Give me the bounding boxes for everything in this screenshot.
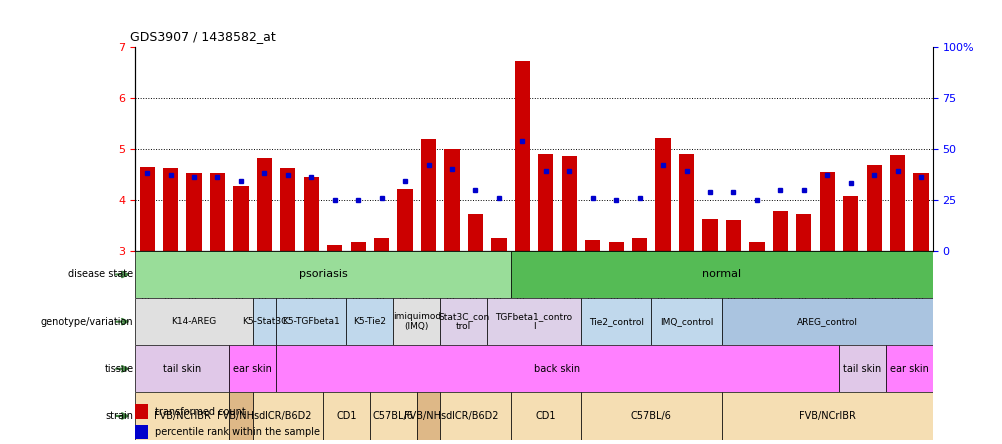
Bar bbox=[229, 345, 276, 392]
Bar bbox=[510, 251, 932, 298]
Text: psoriasis: psoriasis bbox=[299, 270, 347, 279]
Text: tissue: tissue bbox=[104, 364, 133, 374]
Bar bbox=[608, 242, 623, 251]
Bar bbox=[561, 156, 576, 251]
Bar bbox=[135, 251, 510, 298]
Text: K14-AREG: K14-AREG bbox=[171, 317, 216, 326]
Text: back skin: back skin bbox=[534, 364, 580, 374]
Text: FVB/NHsd: FVB/NHsd bbox=[216, 411, 265, 421]
Text: Tie2_control: Tie2_control bbox=[588, 317, 643, 326]
Text: K5-Tie2: K5-Tie2 bbox=[353, 317, 386, 326]
Bar bbox=[580, 392, 721, 440]
Text: ICR/B6D2: ICR/B6D2 bbox=[452, 411, 498, 421]
Bar bbox=[838, 345, 885, 392]
Bar bbox=[772, 211, 788, 251]
Text: IMQ_control: IMQ_control bbox=[659, 317, 712, 326]
Bar bbox=[514, 61, 529, 251]
Text: imiquimod
(IMQ): imiquimod (IMQ) bbox=[393, 312, 441, 331]
Text: FVB/NCrIBR: FVB/NCrIBR bbox=[798, 411, 855, 421]
Bar bbox=[209, 173, 224, 251]
Bar bbox=[440, 298, 487, 345]
Bar bbox=[631, 238, 646, 251]
Bar bbox=[135, 425, 147, 439]
Bar bbox=[304, 177, 319, 251]
Bar bbox=[885, 345, 932, 392]
Text: tail skin: tail skin bbox=[843, 364, 881, 374]
Bar bbox=[162, 168, 178, 251]
Bar bbox=[186, 173, 201, 251]
Bar bbox=[135, 298, 253, 345]
Text: genotype/variation: genotype/variation bbox=[41, 317, 133, 327]
Text: strain: strain bbox=[105, 411, 133, 421]
Text: C57BL/6: C57BL/6 bbox=[630, 411, 671, 421]
Text: ICR/B6D2: ICR/B6D2 bbox=[265, 411, 311, 421]
Bar bbox=[701, 219, 716, 251]
Bar bbox=[323, 392, 370, 440]
Bar bbox=[257, 158, 272, 251]
Bar bbox=[374, 238, 389, 251]
Bar bbox=[796, 214, 811, 251]
Bar bbox=[393, 298, 440, 345]
Bar bbox=[866, 165, 881, 251]
Bar bbox=[139, 166, 154, 251]
Bar bbox=[346, 298, 393, 345]
Bar bbox=[491, 238, 506, 251]
Bar bbox=[276, 345, 838, 392]
Text: GDS3907 / 1438582_at: GDS3907 / 1438582_at bbox=[130, 30, 276, 43]
Text: CD1: CD1 bbox=[535, 411, 555, 421]
Bar bbox=[440, 392, 510, 440]
Text: transformed count: transformed count bbox=[154, 407, 245, 417]
Bar bbox=[678, 154, 693, 251]
Text: tail skin: tail skin bbox=[163, 364, 201, 374]
Bar bbox=[721, 392, 932, 440]
Bar bbox=[580, 298, 650, 345]
Text: ear skin: ear skin bbox=[233, 364, 272, 374]
Bar bbox=[889, 155, 905, 251]
Bar bbox=[135, 345, 229, 392]
Bar bbox=[487, 298, 580, 345]
Bar bbox=[913, 173, 928, 251]
Bar bbox=[397, 189, 412, 251]
Bar bbox=[721, 298, 932, 345]
Bar bbox=[444, 149, 459, 251]
Bar bbox=[748, 242, 764, 251]
Bar bbox=[370, 392, 417, 440]
Bar bbox=[510, 392, 580, 440]
Text: disease state: disease state bbox=[68, 270, 133, 279]
Bar bbox=[655, 138, 670, 251]
Bar bbox=[233, 186, 248, 251]
Text: K5-Stat3C: K5-Stat3C bbox=[241, 317, 287, 326]
Bar bbox=[650, 298, 721, 345]
Text: normal: normal bbox=[701, 270, 740, 279]
Bar bbox=[280, 168, 296, 251]
Text: percentile rank within the sample: percentile rank within the sample bbox=[154, 427, 320, 437]
Text: C57BL/6: C57BL/6 bbox=[373, 411, 414, 421]
Bar bbox=[725, 220, 740, 251]
Text: ear skin: ear skin bbox=[889, 364, 928, 374]
Bar bbox=[538, 154, 553, 251]
Text: FVB/NCrIBR: FVB/NCrIBR bbox=[153, 411, 210, 421]
Text: Stat3C_con
trol: Stat3C_con trol bbox=[438, 312, 489, 331]
Bar bbox=[253, 298, 276, 345]
Bar bbox=[417, 392, 440, 440]
Bar bbox=[253, 392, 323, 440]
Bar bbox=[467, 214, 483, 251]
Bar bbox=[421, 139, 436, 251]
Bar bbox=[843, 196, 858, 251]
Bar bbox=[276, 298, 346, 345]
Text: K5-TGFbeta1: K5-TGFbeta1 bbox=[283, 317, 340, 326]
Text: TGFbeta1_contro
l: TGFbeta1_contro l bbox=[495, 312, 572, 331]
Text: FVB/NHsd: FVB/NHsd bbox=[404, 411, 452, 421]
Bar bbox=[351, 242, 366, 251]
Bar bbox=[135, 392, 229, 440]
Bar bbox=[135, 404, 147, 419]
Bar bbox=[327, 245, 342, 251]
Bar bbox=[584, 240, 600, 251]
Bar bbox=[229, 392, 253, 440]
Text: CD1: CD1 bbox=[336, 411, 357, 421]
Bar bbox=[819, 172, 834, 251]
Text: AREG_control: AREG_control bbox=[796, 317, 857, 326]
